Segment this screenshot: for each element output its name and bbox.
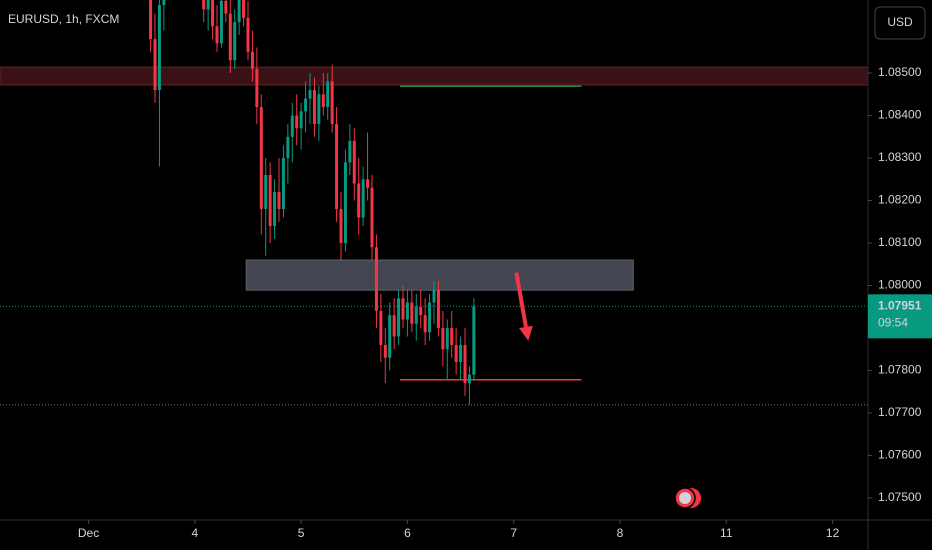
- candle-body: [273, 192, 277, 227]
- x-tick-label: 11: [720, 526, 733, 540]
- candle-body: [330, 81, 334, 125]
- candle-body: [321, 94, 325, 108]
- candle-body: [312, 90, 316, 125]
- last-price-label: 1.07951: [878, 298, 922, 312]
- y-tick-label: 1.07800: [878, 363, 922, 377]
- y-tick-label: 1.07600: [878, 448, 922, 462]
- x-tick-label: 12: [826, 526, 840, 540]
- candle-body: [259, 107, 263, 210]
- candle-body: [401, 298, 405, 320]
- x-tick-label: 8: [617, 526, 624, 540]
- chart-title: EURUSD, 1h, FXCM: [8, 12, 119, 26]
- x-tick-label: Dec: [78, 526, 99, 540]
- currency-button[interactable]: [874, 6, 926, 40]
- candle-body: [414, 306, 418, 324]
- candle-body: [392, 315, 396, 337]
- candle-body: [233, 22, 237, 61]
- candle-body: [450, 327, 454, 345]
- x-tick-label: 5: [298, 526, 305, 540]
- candle-body: [423, 315, 427, 333]
- y-tick-label: 1.08000: [878, 278, 922, 292]
- y-tick-label: 1.07700: [878, 405, 922, 419]
- candle-body: [308, 90, 312, 99]
- candle-body: [410, 302, 414, 324]
- candle-body: [264, 175, 268, 210]
- candle-body: [348, 141, 352, 163]
- candle-body: [250, 51, 254, 69]
- candle-body: [219, 0, 223, 44]
- candle-body: [472, 306, 476, 375]
- candle-body: [357, 183, 361, 218]
- arrow-shaft: [514, 272, 528, 328]
- candle-body: [459, 344, 463, 362]
- candle-body: [467, 374, 471, 384]
- candle-body: [339, 209, 343, 244]
- countdown-label: 09:54: [878, 315, 908, 329]
- x-tick-label: 4: [192, 526, 199, 540]
- candle-body: [388, 315, 392, 358]
- arrow-head: [519, 325, 533, 341]
- candle-body: [326, 81, 330, 108]
- y-tick-label: 1.08200: [878, 193, 922, 207]
- candle-body: [246, 17, 250, 52]
- candle-body: [299, 111, 303, 129]
- candle-body: [463, 344, 467, 384]
- candle-body: [215, 26, 219, 44]
- candle-body: [445, 327, 449, 350]
- candle-body: [370, 187, 374, 248]
- candle-body: [419, 306, 423, 316]
- candle-body: [352, 141, 356, 184]
- candle-body: [202, 0, 206, 10]
- y-tick-label: 1.08400: [878, 108, 922, 122]
- candle-body: [157, 5, 161, 91]
- zone: [0, 66, 868, 86]
- candle-body: [441, 327, 445, 350]
- candle-body: [277, 192, 281, 210]
- candle-body: [366, 179, 370, 188]
- plot-area: [0, 0, 868, 406]
- candle-body: [304, 98, 308, 112]
- candle-body: [383, 344, 387, 358]
- candle-body: [374, 247, 378, 311]
- candle-body: [162, 0, 166, 6]
- candle-body: [454, 344, 458, 362]
- candle-body: [428, 302, 432, 333]
- candle-body: [242, 0, 246, 18]
- candle-body: [290, 115, 294, 137]
- currency-label[interactable]: USD: [887, 15, 913, 29]
- candle-body: [286, 136, 290, 159]
- candle-body: [335, 124, 339, 210]
- last-price-box: [868, 294, 932, 339]
- candle-body: [405, 302, 409, 320]
- y-tick-label: 1.08100: [878, 235, 922, 249]
- y-tick-label: 1.08300: [878, 150, 922, 164]
- candle-body: [343, 162, 347, 244]
- y-tick-label: 1.07500: [878, 490, 922, 504]
- candle-body: [379, 310, 383, 345]
- candle-body: [255, 68, 259, 108]
- x-tick-label: 7: [510, 526, 517, 540]
- candle-body: [211, 0, 215, 27]
- y-tick-label: 1.08500: [878, 65, 922, 79]
- x-tick-label: 6: [404, 526, 411, 540]
- candle-body: [317, 94, 321, 125]
- candle-body: [149, 0, 153, 40]
- event-icon[interactable]: [674, 487, 701, 509]
- candle-body: [432, 289, 436, 303]
- candle-body: [436, 289, 440, 328]
- event-icon-flag[interactable]: [679, 492, 691, 504]
- candle-body: [361, 179, 365, 218]
- candle-body: [295, 115, 299, 129]
- candle-body: [397, 298, 401, 337]
- candle-body: [206, 0, 210, 10]
- candle-body: [153, 39, 157, 91]
- zone: [245, 259, 634, 291]
- candle-body: [237, 0, 241, 23]
- candle-body: [228, 13, 232, 61]
- candle-body: [224, 0, 228, 14]
- candle-body: [281, 158, 285, 210]
- candle-body: [268, 175, 272, 227]
